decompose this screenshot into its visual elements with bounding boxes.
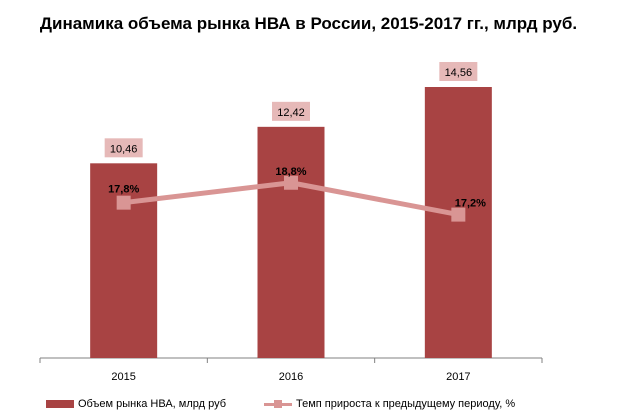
bar-label-2016: 12,42 (277, 107, 305, 119)
legend-label-bar: Объем рынка НВА, млрд руб (78, 398, 227, 410)
axis-layer: 2015 2016 2017 (39, 357, 543, 383)
line-label-2015: 17,8% (108, 184, 139, 196)
x-tick-label-2017: 2017 (446, 371, 470, 383)
line-point-2015 (116, 195, 131, 210)
legend-swatch-bar (46, 400, 74, 408)
line-point-2016 (284, 175, 298, 190)
x-tick-label-2015: 2015 (111, 371, 135, 383)
bar-label-bg (272, 101, 310, 121)
legend-swatch-line (264, 400, 292, 408)
bar-label-2017: 14,56 (445, 67, 473, 79)
bar-label-bg (104, 138, 143, 158)
chart-title: Динамика объема рынка НВА в России, 2015… (39, 14, 578, 33)
line-layer (116, 175, 466, 222)
legend: Объем рынка НВА, млрд руб Темп прироста … (0, 398, 617, 416)
legend-label-line: Темп прироста к предыдущему периоду, % (296, 398, 516, 410)
bar-label-bg (439, 62, 478, 81)
line-label-2017: 17,2% (455, 198, 486, 210)
legend-item-line: Темп прироста к предыдущему периоду, % (264, 398, 515, 410)
bar-2017 (424, 87, 492, 358)
bar-layer (90, 87, 492, 358)
legend-item-bar: Объем рынка НВА, млрд руб (46, 398, 226, 410)
line-point-2017 (451, 207, 466, 222)
bar-2016 (257, 126, 325, 358)
line-label-2016: 18,8% (275, 166, 306, 178)
chart: 2015 2016 2017 10,46 12,42 14,56 17,8% 18,8% 17… (39, 62, 543, 383)
x-tick-label-2016: 2016 (279, 371, 303, 383)
label-layer: 10,46 12,42 14,56 17,8% 18,8% 17,2% (104, 62, 486, 210)
bar-label-2015: 10,46 (110, 143, 138, 155)
